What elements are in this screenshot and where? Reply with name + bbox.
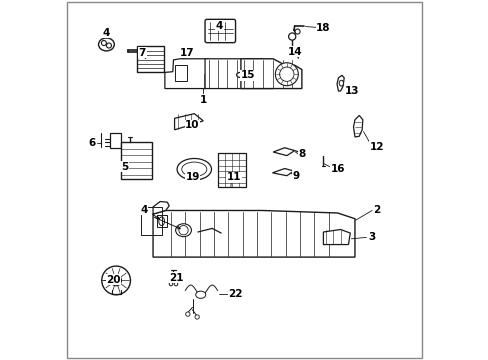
Text: 15: 15 <box>241 70 255 80</box>
Ellipse shape <box>159 217 164 226</box>
Text: 8: 8 <box>298 149 305 159</box>
Bar <box>156 215 166 227</box>
Text: 14: 14 <box>287 46 302 57</box>
Text: 16: 16 <box>330 163 344 174</box>
Ellipse shape <box>294 29 300 34</box>
Text: 22: 22 <box>228 289 242 299</box>
Polygon shape <box>153 211 354 257</box>
Text: 17: 17 <box>180 48 194 58</box>
Polygon shape <box>241 59 301 89</box>
Polygon shape <box>273 148 294 156</box>
Text: 18: 18 <box>316 23 330 33</box>
Text: 1: 1 <box>199 95 206 105</box>
Bar <box>140 207 162 234</box>
Text: 19: 19 <box>185 172 199 182</box>
Polygon shape <box>174 114 203 130</box>
FancyBboxPatch shape <box>204 19 235 42</box>
Bar <box>110 134 121 148</box>
Ellipse shape <box>275 63 298 86</box>
Text: 11: 11 <box>226 172 241 182</box>
Ellipse shape <box>195 315 199 319</box>
Bar <box>217 153 246 187</box>
Text: 20: 20 <box>106 275 121 285</box>
Text: 9: 9 <box>292 171 300 181</box>
Polygon shape <box>204 59 273 89</box>
Ellipse shape <box>99 38 114 51</box>
Text: 6: 6 <box>88 139 96 148</box>
Ellipse shape <box>182 162 206 176</box>
Polygon shape <box>272 168 293 176</box>
Ellipse shape <box>175 224 191 237</box>
Text: 7: 7 <box>138 48 146 58</box>
Ellipse shape <box>177 158 211 180</box>
Text: 13: 13 <box>344 86 359 96</box>
Text: 12: 12 <box>369 142 384 152</box>
Text: 4: 4 <box>215 21 223 31</box>
Text: 5: 5 <box>121 162 128 172</box>
Ellipse shape <box>102 266 130 295</box>
Text: 4: 4 <box>102 28 110 38</box>
Bar <box>171 273 176 282</box>
Polygon shape <box>164 59 208 89</box>
Ellipse shape <box>110 275 121 286</box>
Polygon shape <box>353 116 362 137</box>
Text: 21: 21 <box>169 273 183 283</box>
Polygon shape <box>323 229 349 244</box>
Ellipse shape <box>288 33 295 40</box>
Ellipse shape <box>185 312 190 316</box>
Text: 4: 4 <box>140 205 147 215</box>
Ellipse shape <box>236 72 244 77</box>
Polygon shape <box>175 71 180 74</box>
Bar <box>121 141 152 179</box>
Ellipse shape <box>114 278 118 283</box>
Text: 3: 3 <box>367 232 375 242</box>
Bar <box>137 45 163 72</box>
Ellipse shape <box>179 226 188 235</box>
Ellipse shape <box>195 291 205 298</box>
Ellipse shape <box>339 80 343 86</box>
Bar <box>174 65 187 81</box>
Polygon shape <box>153 202 169 214</box>
Text: 2: 2 <box>373 206 380 216</box>
Polygon shape <box>179 59 187 69</box>
Polygon shape <box>336 75 344 91</box>
Text: 10: 10 <box>185 121 199 130</box>
